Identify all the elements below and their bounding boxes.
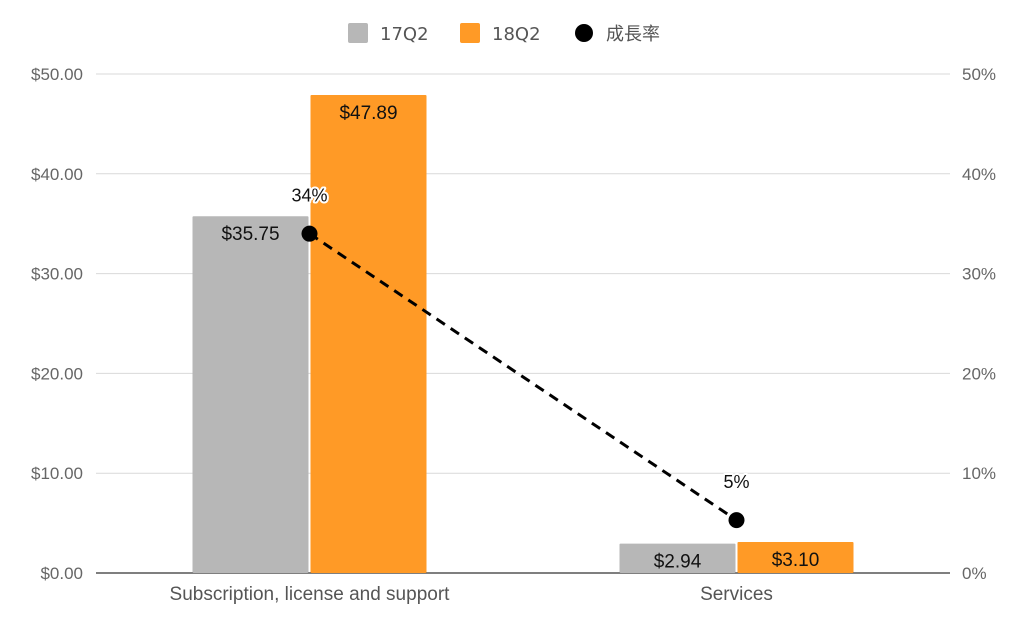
right-tick-label: 50% (962, 65, 996, 84)
legend-swatch (348, 23, 368, 43)
growth-point (301, 225, 318, 242)
bar (737, 542, 854, 573)
bar (192, 216, 309, 573)
bar-data-label: $3.10 (772, 550, 820, 571)
legend-label: 17Q2 (380, 24, 429, 45)
legend-marker (575, 24, 593, 42)
growth-data-label: 34% (291, 186, 327, 206)
category-labels: Subscription, license and support Service… (170, 584, 773, 605)
bar (619, 543, 736, 573)
right-axis: 0% 10% 20% 30% 40% 50% (962, 65, 996, 583)
right-tick-label: 10% (962, 464, 996, 483)
growth-point (728, 512, 745, 529)
bar (310, 95, 427, 573)
right-tick-label: 30% (962, 265, 996, 284)
bar-data-label: $47.89 (339, 103, 397, 124)
left-tick-label: $50.00 (31, 65, 83, 84)
bars: $35.75 $47.89 $2.94 $3.10 (192, 95, 854, 573)
growth-line: 34% 5% (289, 184, 752, 529)
left-axis: $0.00 $10.00 $20.00 $30.00 $40.00 $50.00 (31, 65, 83, 583)
growth-line-path (308, 232, 738, 522)
category-label: Services (700, 584, 773, 605)
category-label: Subscription, license and support (170, 584, 451, 605)
legend-swatch (460, 23, 480, 43)
left-tick-label: $0.00 (40, 564, 83, 583)
left-tick-label: $30.00 (31, 265, 83, 284)
bar-data-label: $35.75 (221, 224, 279, 245)
right-tick-label: 0% (962, 564, 987, 583)
left-tick-label: $20.00 (31, 364, 83, 383)
bar-data-label: $2.94 (654, 552, 702, 573)
growth-data-label: 5% (723, 472, 749, 492)
left-tick-label: $40.00 (31, 165, 83, 184)
right-tick-label: 40% (962, 165, 996, 184)
right-tick-label: 20% (962, 364, 996, 383)
legend-label: 成長率 (606, 24, 660, 45)
legend-label: 18Q2 (492, 24, 541, 45)
legend: 17Q2 18Q2 成長率 (348, 23, 660, 45)
left-tick-label: $10.00 (31, 464, 83, 483)
